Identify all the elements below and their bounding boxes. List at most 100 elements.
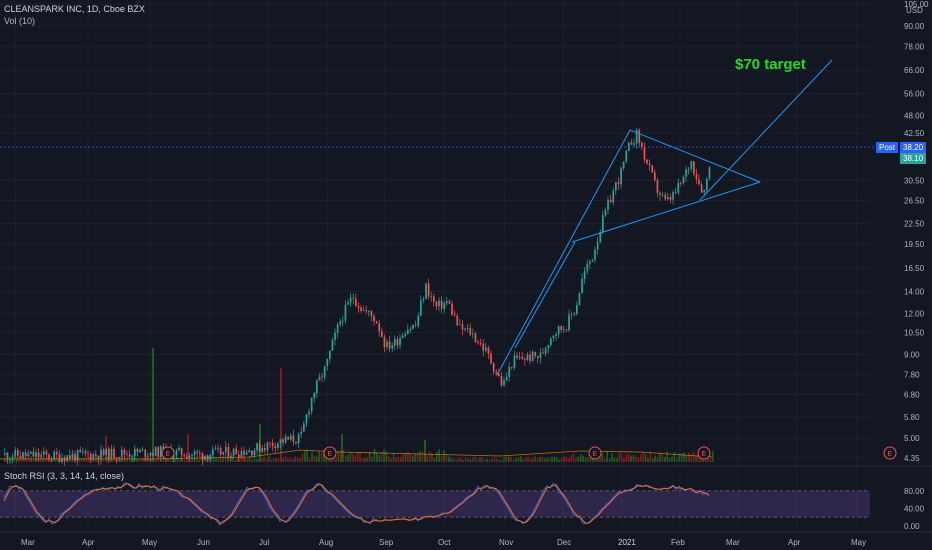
volume-bar — [169, 459, 172, 462]
volume-bar — [107, 457, 109, 462]
candle-body — [339, 321, 342, 325]
candle-body — [381, 331, 383, 337]
earnings-marker-icon — [697, 446, 711, 460]
candle-body — [609, 199, 612, 203]
candle-body — [651, 165, 654, 173]
time-axis-label: May — [851, 538, 866, 547]
candle-body — [508, 366, 511, 377]
candle-body — [240, 450, 243, 457]
candle-body — [266, 442, 269, 451]
earnings-marker-icon — [883, 446, 897, 460]
volume-bar — [690, 454, 692, 462]
target-annotation: $70 target — [735, 56, 806, 73]
volume-bar — [148, 458, 150, 462]
volume-bar — [668, 457, 671, 462]
volume-bar — [359, 452, 361, 462]
volume-bar — [275, 458, 277, 462]
candle-body — [144, 449, 147, 457]
candle-body — [654, 172, 656, 181]
volume-bar — [349, 452, 352, 462]
candle-body — [399, 338, 401, 346]
candle-body — [282, 439, 284, 443]
candle-body — [219, 448, 222, 455]
time-axis-label: Aug — [319, 538, 333, 547]
candle-body — [461, 324, 464, 330]
candle-body — [253, 450, 256, 456]
candle-body — [388, 341, 391, 349]
candle-body — [245, 452, 248, 455]
candle-body — [505, 376, 508, 381]
time-axis-label: 2021 — [618, 538, 636, 547]
candle-body — [516, 355, 518, 358]
volume-bar — [491, 459, 493, 462]
candle-body — [607, 199, 609, 210]
earnings-marker-label: E — [328, 451, 333, 458]
volume-bar — [172, 458, 174, 462]
volume-bar — [659, 452, 661, 462]
volume-bar — [49, 459, 52, 462]
volume-bar — [481, 457, 484, 462]
volume-bar — [625, 453, 628, 462]
volume-bar — [42, 459, 44, 462]
candle-body — [214, 448, 217, 450]
volume-bar — [503, 457, 505, 462]
rsi-tick-label: 40.00 — [904, 504, 925, 513]
candle-body — [628, 142, 630, 151]
candle-body — [53, 451, 56, 460]
candle-body — [136, 448, 139, 453]
volume-bar — [678, 453, 680, 462]
volume-bar — [529, 458, 532, 462]
earnings-marker-label: E — [702, 451, 707, 458]
volume-bar — [455, 459, 457, 462]
candle-body — [87, 453, 89, 455]
volume-bar — [536, 458, 539, 462]
price-tick-label: 90.00 — [904, 22, 925, 31]
volume-bar — [318, 450, 320, 462]
volume-bar — [556, 457, 558, 462]
candle-body — [9, 458, 11, 460]
candle-body — [687, 168, 690, 170]
volume-bar — [683, 452, 685, 462]
volume-bar — [642, 451, 644, 462]
time-axis-label: Jul — [259, 538, 269, 547]
candle-body — [373, 315, 375, 322]
candle-body — [105, 448, 108, 455]
candle-body — [108, 448, 110, 460]
volume-bar — [695, 455, 697, 462]
candle-body — [19, 455, 22, 459]
volume-bar — [277, 458, 280, 462]
volume-bar — [251, 459, 253, 462]
candle-body — [492, 363, 495, 372]
candle-body — [279, 439, 282, 444]
price-tick-label: 22.50 — [904, 220, 925, 229]
volume-bar — [652, 458, 654, 462]
candle-body — [225, 446, 227, 452]
candle-body — [669, 197, 672, 200]
volume-bar — [551, 456, 553, 462]
candle-body — [157, 447, 160, 458]
volume-bar — [20, 458, 23, 462]
volume-bar — [200, 457, 203, 462]
volume-bar — [263, 456, 265, 462]
candle-body — [547, 345, 550, 349]
price-tick-label: 56.00 — [904, 90, 925, 99]
volume-bar — [32, 459, 35, 462]
candle-body — [310, 397, 313, 412]
volume-bar — [16, 458, 18, 462]
candle-body — [409, 328, 412, 330]
candle-body — [79, 449, 82, 453]
volume-bar — [613, 457, 616, 462]
volume-bar — [229, 457, 232, 462]
candle-body — [500, 375, 503, 386]
volume-bar — [460, 457, 462, 462]
candle-body — [591, 259, 594, 262]
candle-body — [396, 338, 399, 346]
candle-body — [290, 435, 292, 440]
volume-bar — [311, 451, 313, 462]
candle-body — [596, 241, 599, 250]
candle-body — [251, 450, 253, 456]
candle-body — [295, 441, 297, 444]
candle-body — [420, 300, 422, 316]
volume-bar — [709, 458, 712, 462]
